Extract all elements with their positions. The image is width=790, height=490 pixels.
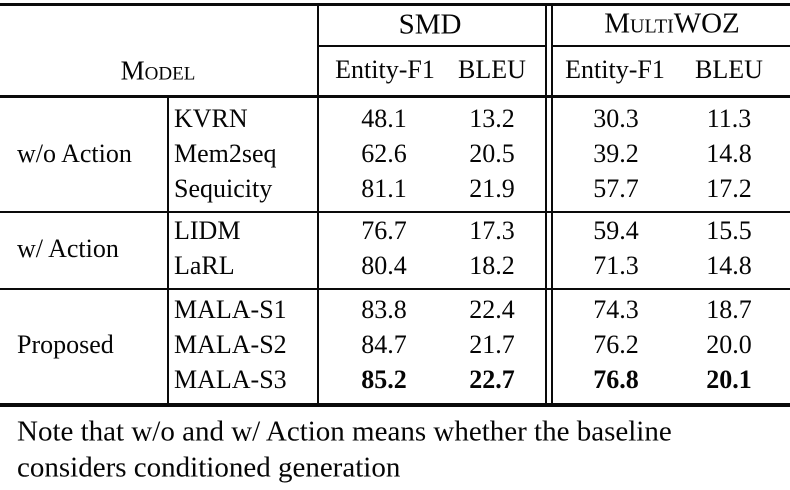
metric-value: 71.3 [593, 251, 639, 280]
col-group-smd: SMD [398, 8, 462, 41]
group-label-proposed: Proposed [17, 330, 114, 359]
rule-top [0, 2, 790, 6]
rule-cmid-multiwoz [553, 45, 790, 47]
vrule-group-model [166, 97, 169, 403]
metric-value-best: 20.1 [706, 365, 752, 394]
metric-value: 20.0 [706, 330, 752, 359]
model-name-mala-s1: MALA-S1 [174, 295, 287, 324]
metric-value: 21.9 [469, 174, 515, 203]
col-header-smd-entityf1: Entity-F1 [335, 55, 435, 84]
metric-value-best: 85.2 [361, 365, 407, 394]
metric-value: 18.2 [469, 251, 515, 280]
model-name-larl: LaRL [174, 251, 235, 280]
metric-value: 22.4 [469, 295, 515, 324]
metric-value: 57.7 [593, 174, 639, 203]
table-note-line1: Note that w/o and w/ Action means whethe… [17, 415, 672, 448]
group-label-w-action: w/ Action [17, 234, 119, 263]
metric-value: 76.2 [593, 330, 639, 359]
metric-value: 48.1 [361, 104, 407, 133]
col-header-mwoz-bleu: BLEU [695, 55, 763, 84]
metric-value: 74.3 [593, 295, 639, 324]
metric-value: 30.3 [593, 104, 639, 133]
col-header-smd-bleu: BLEU [458, 55, 526, 84]
col-header-model: Model [120, 55, 196, 86]
metric-value: 84.7 [361, 330, 407, 359]
rule-group-sep-2 [0, 287, 790, 290]
model-name-mala-s2: MALA-S2 [174, 330, 287, 359]
metric-value: 81.1 [361, 174, 407, 203]
metric-value: 80.4 [361, 251, 407, 280]
model-name-sequicity: Sequicity [174, 174, 273, 203]
metric-value: 18.7 [706, 295, 752, 324]
metric-value: 14.8 [706, 139, 752, 168]
metric-value: 83.8 [361, 295, 407, 324]
rule-bottom [0, 403, 790, 407]
metric-value: 39.2 [593, 139, 639, 168]
metric-value: 20.5 [469, 139, 515, 168]
metric-value: 14.8 [706, 251, 752, 280]
model-name-kvrn: KVRN [174, 104, 248, 133]
col-header-mwoz-entityf1: Entity-F1 [565, 55, 665, 84]
model-name-lidm: LIDM [174, 216, 241, 245]
metric-value: 13.2 [469, 104, 515, 133]
rule-cmid-smd [317, 45, 545, 47]
model-name-mem2seq: Mem2seq [174, 139, 277, 168]
table-note-line2: considers conditioned generation [17, 451, 401, 484]
metric-value-best: 76.8 [593, 365, 639, 394]
model-name-mala-s3: MALA-S3 [174, 365, 287, 394]
metric-value: 15.5 [706, 216, 752, 245]
vrule-model-data [316, 6, 319, 403]
rule-group-sep-1 [0, 210, 790, 213]
metric-value: 17.2 [706, 174, 752, 203]
metric-value: 76.7 [361, 216, 407, 245]
vrule-double-left [544, 6, 547, 403]
col-group-multiwoz: MultiWOZ [604, 7, 740, 40]
metric-value: 62.6 [361, 139, 407, 168]
metric-value-best: 22.7 [469, 365, 515, 394]
metric-value: 17.3 [469, 216, 515, 245]
vrule-double-right [551, 6, 554, 403]
metric-value: 11.3 [706, 104, 752, 133]
metric-value: 59.4 [593, 216, 639, 245]
metric-value: 21.7 [469, 330, 515, 359]
rule-header-bottom [0, 94, 790, 98]
group-label-wo-action: w/o Action [17, 139, 132, 168]
